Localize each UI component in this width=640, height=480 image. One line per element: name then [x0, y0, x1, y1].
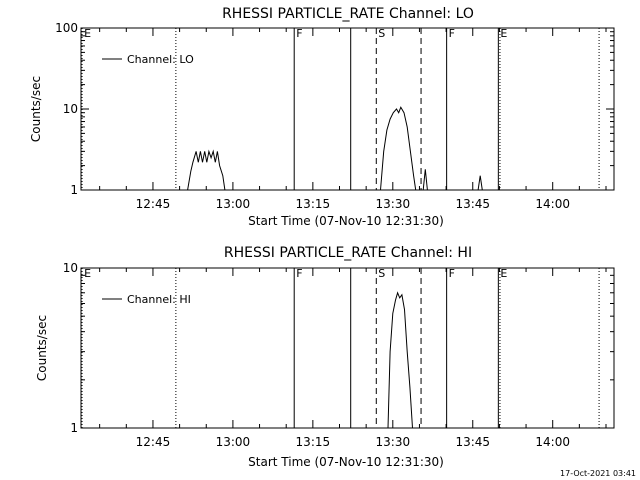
- x-axis-label: Start Time (07-Nov-10 12:31:30): [248, 214, 444, 228]
- x-axis-label: Start Time (07-Nov-10 12:31:30): [248, 455, 444, 469]
- x-tick-label: 12:45: [136, 197, 171, 211]
- chart-panel-hi: RHESSI PARTICLE_RATE Channel: HI Counts/…: [35, 245, 615, 469]
- event-marker-label: E: [500, 267, 507, 280]
- data-series-line: [387, 291, 413, 429]
- data-series-line: [477, 175, 483, 191]
- y-tick-label: 10: [63, 102, 78, 116]
- event-marker-label: F: [296, 27, 302, 40]
- data-series-line: [187, 149, 226, 191]
- legend-label: Channel: HI: [127, 293, 191, 306]
- chart-title: RHESSI PARTICLE_RATE Channel: HI: [224, 245, 472, 261]
- x-tick-label: 13:00: [216, 197, 251, 211]
- legend: Channel: LO: [102, 53, 194, 66]
- x-tick-label: 13:30: [376, 197, 411, 211]
- x-tick-label: 12:45: [136, 435, 171, 449]
- plot-frame: [80, 267, 615, 429]
- event-marker-label: F: [296, 267, 302, 280]
- legend: Channel: HI: [102, 293, 191, 306]
- event-marker-label: S: [378, 267, 385, 280]
- x-tick-label: 13:15: [296, 435, 331, 449]
- legend-label: Channel: LO: [127, 53, 194, 66]
- y-tick-label: 10: [63, 261, 78, 275]
- y-axis-label: Counts/sec: [29, 76, 43, 142]
- event-marker-label: E: [500, 27, 507, 40]
- x-tick-label: 13:30: [376, 435, 411, 449]
- x-tick-label: 13:15: [296, 197, 331, 211]
- x-tick-label: 14:00: [535, 435, 570, 449]
- y-axis-label: Counts/sec: [35, 315, 49, 381]
- data-series-line: [422, 169, 428, 191]
- x-tick-label: 14:00: [535, 197, 570, 211]
- chart-title: RHESSI PARTICLE_RATE Channel: LO: [222, 6, 474, 22]
- event-marker-label: S: [378, 27, 385, 40]
- x-tick-label: 13:45: [455, 197, 490, 211]
- x-tick-label: 13:00: [216, 435, 251, 449]
- event-marker-label: E: [84, 267, 91, 280]
- timestamp-footer: 17-Oct-2021 03:41: [560, 469, 636, 478]
- event-marker-label: F: [449, 27, 455, 40]
- event-marker-label: E: [84, 27, 91, 40]
- data-series-line: [380, 106, 417, 191]
- y-tick-label: 100: [55, 21, 78, 35]
- x-tick-label: 13:45: [455, 435, 490, 449]
- event-marker-label: F: [449, 267, 455, 280]
- y-tick-label: 1: [70, 421, 78, 435]
- y-tick-label: 1: [70, 183, 78, 197]
- chart-panel-lo: RHESSI PARTICLE_RATE Channel: LO Counts/…: [29, 6, 615, 228]
